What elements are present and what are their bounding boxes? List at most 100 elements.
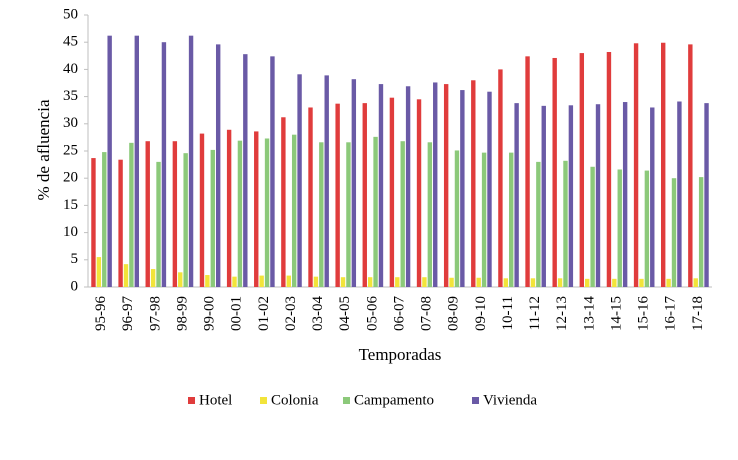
bar <box>129 142 134 287</box>
x-tick-label: 99-00 <box>202 296 218 331</box>
x-tick-label: 02-03 <box>283 296 299 331</box>
bar <box>297 74 302 288</box>
x-tick-label: 17-18 <box>690 296 706 331</box>
bar <box>178 272 183 287</box>
bar <box>395 277 400 287</box>
x-tick-label: 16-17 <box>663 296 679 331</box>
bar <box>530 278 536 287</box>
bar <box>291 134 297 287</box>
y-axis-title: % de afluencia <box>34 99 53 200</box>
bar <box>161 42 167 288</box>
bar <box>639 278 644 287</box>
x-axis-title: Temporadas <box>359 345 442 364</box>
y-tick-label: 40 <box>63 61 78 77</box>
y-tick-label: 45 <box>63 34 78 50</box>
bar <box>704 103 709 288</box>
y-tick-label: 10 <box>63 224 78 240</box>
bar <box>666 278 671 287</box>
bar <box>183 153 188 287</box>
bar <box>416 99 422 287</box>
bar <box>509 152 514 287</box>
bar <box>362 103 367 288</box>
bar <box>156 161 161 287</box>
bar <box>264 138 270 287</box>
bar <box>487 91 492 287</box>
bar <box>205 275 210 287</box>
bar <box>340 277 346 287</box>
bar <box>585 278 590 287</box>
bar <box>281 117 286 287</box>
x-tick-label: 13-14 <box>581 296 597 331</box>
bar <box>107 35 112 288</box>
bar <box>422 277 427 287</box>
bar <box>188 35 194 288</box>
bar <box>568 105 574 287</box>
bar <box>617 169 622 287</box>
bar <box>199 133 205 287</box>
bar <box>443 84 449 287</box>
x-tick-label: 96-97 <box>120 296 136 331</box>
bar <box>698 177 704 287</box>
x-tick-label: 06-07 <box>391 296 407 331</box>
bar <box>579 53 585 287</box>
bar <box>650 107 655 287</box>
x-tick-label: 04-05 <box>337 296 353 331</box>
x-tick-label: 08-09 <box>446 296 462 331</box>
bar <box>460 90 465 288</box>
bar <box>373 136 378 287</box>
x-tick-label: 09-10 <box>473 296 489 331</box>
y-tick-label: 35 <box>63 88 78 104</box>
bar <box>541 105 546 288</box>
bar <box>96 257 102 287</box>
legend-label: Vivienda <box>483 392 537 408</box>
x-tick-label: 95-96 <box>93 296 109 331</box>
y-tick-label: 25 <box>63 142 78 158</box>
bar <box>454 150 460 287</box>
bar <box>150 269 156 287</box>
x-tick-label: 07-08 <box>419 296 435 331</box>
bar <box>324 75 329 287</box>
bar <box>476 277 481 287</box>
bar <box>335 103 340 287</box>
bar <box>595 104 601 287</box>
legend-swatch <box>188 397 195 404</box>
bar <box>671 178 677 287</box>
x-tick-label: 14-15 <box>608 296 624 331</box>
x-tick-label: 11-12 <box>527 296 543 330</box>
bar <box>481 152 487 287</box>
bar <box>308 107 313 287</box>
bar <box>563 160 568 287</box>
x-tick-label: 03-04 <box>310 296 326 331</box>
bar <box>644 170 650 287</box>
bar <box>688 44 693 287</box>
bar <box>367 277 373 287</box>
bar <box>270 56 275 288</box>
bar <box>210 149 215 287</box>
bar <box>237 140 243 287</box>
bar <box>471 80 476 287</box>
x-tick-label: 05-06 <box>364 296 380 331</box>
bar <box>633 43 639 288</box>
bar <box>172 141 178 287</box>
y-tick-label: 5 <box>71 251 79 267</box>
x-tick-label: 10-11 <box>500 296 516 330</box>
y-tick-label: 15 <box>63 197 78 213</box>
bar <box>525 56 530 288</box>
bar <box>215 44 221 287</box>
bar <box>286 275 291 287</box>
bar <box>232 276 237 287</box>
x-tick-label: 12-13 <box>554 296 570 331</box>
bar <box>346 142 351 287</box>
bar <box>552 57 557 288</box>
bar <box>378 84 384 287</box>
bar <box>254 131 259 287</box>
x-tick-label: 01-02 <box>256 296 272 331</box>
y-tick-label: 0 <box>71 278 79 294</box>
bar <box>226 129 232 287</box>
bar <box>612 278 617 287</box>
x-tick-label: 00-01 <box>229 296 245 331</box>
legend-label: Campamento <box>354 392 434 408</box>
bar <box>514 103 519 288</box>
bar <box>622 102 628 287</box>
